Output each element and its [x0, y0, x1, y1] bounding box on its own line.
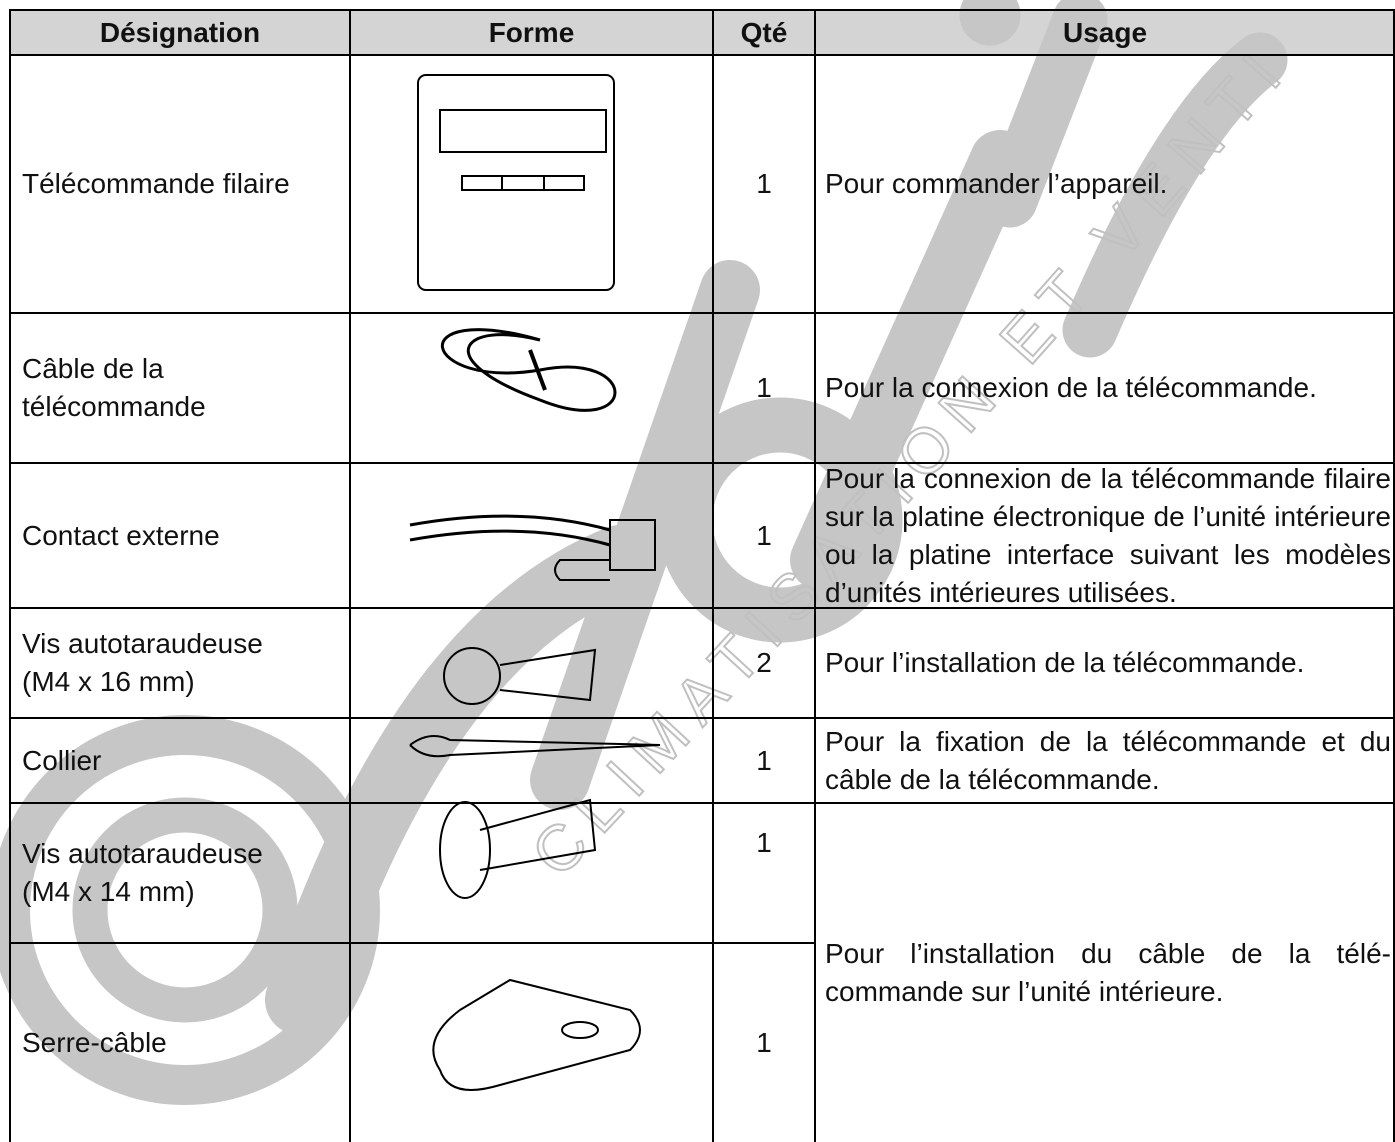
usage-cell: Pour la connexion de la télécommande fil…	[815, 463, 1395, 608]
designation-cell: Vis autotaraudeuse (M4 x 16 mm)	[22, 628, 263, 697]
watermark-logo	[0, 0, 1288, 1105]
usage-cell-text: Pour la connexion de la télécommande fil…	[825, 462, 1391, 608]
quantity-cell: 1	[756, 372, 772, 403]
designation-cell: Télécommande filaire	[22, 168, 290, 199]
designation-cell: Contact externe	[22, 519, 220, 551]
usage-cell-text: Pour l’installation du câble de la télé-…	[825, 937, 1391, 1007]
designation-cell: Serre-câble	[22, 1026, 167, 1058]
quantity-cell: 1	[756, 519, 772, 551]
usage-cell: Pour la fixation de la télécommande et d…	[815, 718, 1395, 803]
usage-cell: Pour commander l’appareil.	[815, 55, 1395, 313]
designation-cell: Vis autotaraudeuse (M4 x 14 mm)	[22, 838, 263, 907]
usage-cell: Pour l’installation de la télécommande.	[815, 608, 1395, 718]
table-grid	[9, 9, 1395, 1142]
quantity-cell: 1	[756, 168, 772, 199]
usage-cell-text: Pour l’installation de la télécommande.	[825, 647, 1305, 678]
quantity-cell: 1	[756, 827, 772, 858]
usage-cell-text: Pour la fixation de la télécommande et d…	[825, 725, 1391, 795]
header-cell: Qté	[740, 16, 788, 48]
designation-cell: Câble de la télécommande	[22, 353, 206, 422]
usage-cell-text: Pour la connexion de la télécommande.	[825, 372, 1317, 403]
quantity-cell: 1	[756, 744, 772, 776]
item-drawings	[409, 74, 661, 1091]
header-background	[10, 10, 1395, 55]
quantity-cell: 2	[756, 647, 772, 678]
usage-cell-text: Pour commander l’appareil.	[825, 168, 1168, 199]
usage-cell: Pour l’installation du câble de la télé-…	[815, 803, 1395, 1142]
header-cell: Désignation	[99, 16, 261, 48]
quantity-cell: 1	[756, 1026, 772, 1058]
usage-cell: Pour la connexion de la télécommande.	[815, 313, 1395, 463]
header-cell: Usage	[1062, 16, 1148, 48]
designation-cell: Collier	[22, 744, 102, 776]
header-cell: Forme	[488, 16, 575, 48]
